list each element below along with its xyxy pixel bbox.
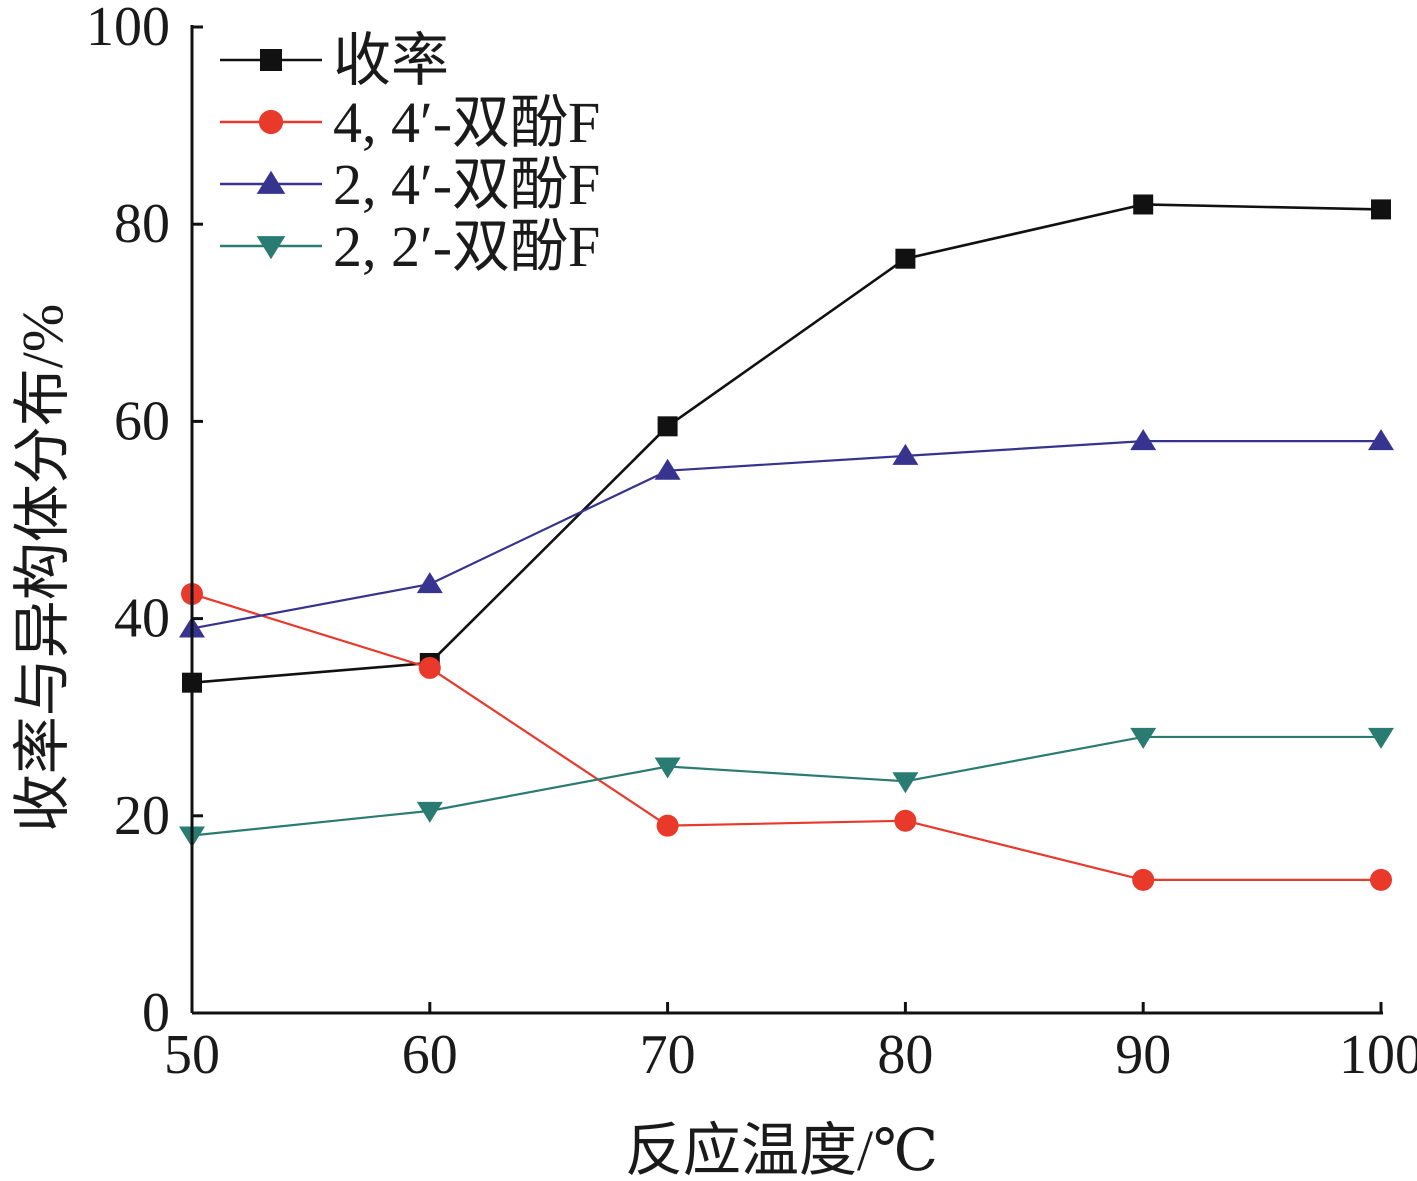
y-tick-label: 100 [86,0,170,58]
series-1-point [657,416,678,437]
legend-label: 收率 [333,28,449,93]
series-3-point [416,572,443,594]
series-2-point [1370,868,1392,891]
y-tick-label: 40 [114,588,170,650]
series-3-point [892,443,919,465]
x-tick-label: 90 [1115,1024,1171,1086]
series-3-point [654,458,681,480]
y-tick-label: 80 [114,193,170,255]
series-4-point [654,757,681,779]
legend-item: 4, 4′-双酚F [220,90,600,155]
series-4-point [1368,727,1394,749]
series-4-point [892,772,919,794]
legend-label: 4, 4′-双酚F [333,90,600,155]
series-1-point [895,248,916,269]
legend-label: 2, 4′-双酚F [333,152,600,217]
legend-swatch-marker [256,236,286,260]
x-axis-title: 反应温度/℃ [625,1118,938,1181]
series-4-point [416,801,443,823]
x-tick-label: 80 [877,1024,933,1086]
legend-item: 2, 2′-双酚F [220,214,600,279]
series-line-3 [191,440,1381,630]
y-tick-label: 60 [114,390,170,452]
series-line-2 [191,592,1381,881]
legend-swatch-marker [260,49,282,71]
series-3-point [1368,429,1394,451]
series-3-point [1130,429,1157,451]
x-tick-label: 50 [164,1024,220,1086]
series-4-point [1130,727,1157,749]
x-tick-label: 70 [640,1024,696,1086]
legend-item: 2, 4′-双酚F [220,152,600,217]
y-tick-label: 20 [114,785,170,847]
legend-swatch-marker [258,109,284,135]
series-2-point [656,814,679,837]
y-tick-label: 0 [142,982,170,1044]
y-axis-title: 收率与异构体分布/% [10,304,75,832]
x-tick-label: 60 [402,1024,458,1086]
series-1-point [1133,194,1154,215]
plot-area [179,194,1394,891]
legend-swatch-marker [256,170,286,194]
axes: 0 20 40 60 80 100 50 60 70 80 90 100 [86,0,1417,1086]
series-line-4 [191,735,1381,837]
legend-label: 2, 2′-双酚F [333,214,600,279]
series-2-point [894,809,917,832]
x-tick-label: 100 [1339,1024,1417,1086]
legend-item: 收率 [220,28,449,93]
series-line-1 [191,203,1382,684]
series-2-point [1132,868,1155,891]
series-1-point [1371,199,1391,220]
series-2-point [418,656,441,679]
